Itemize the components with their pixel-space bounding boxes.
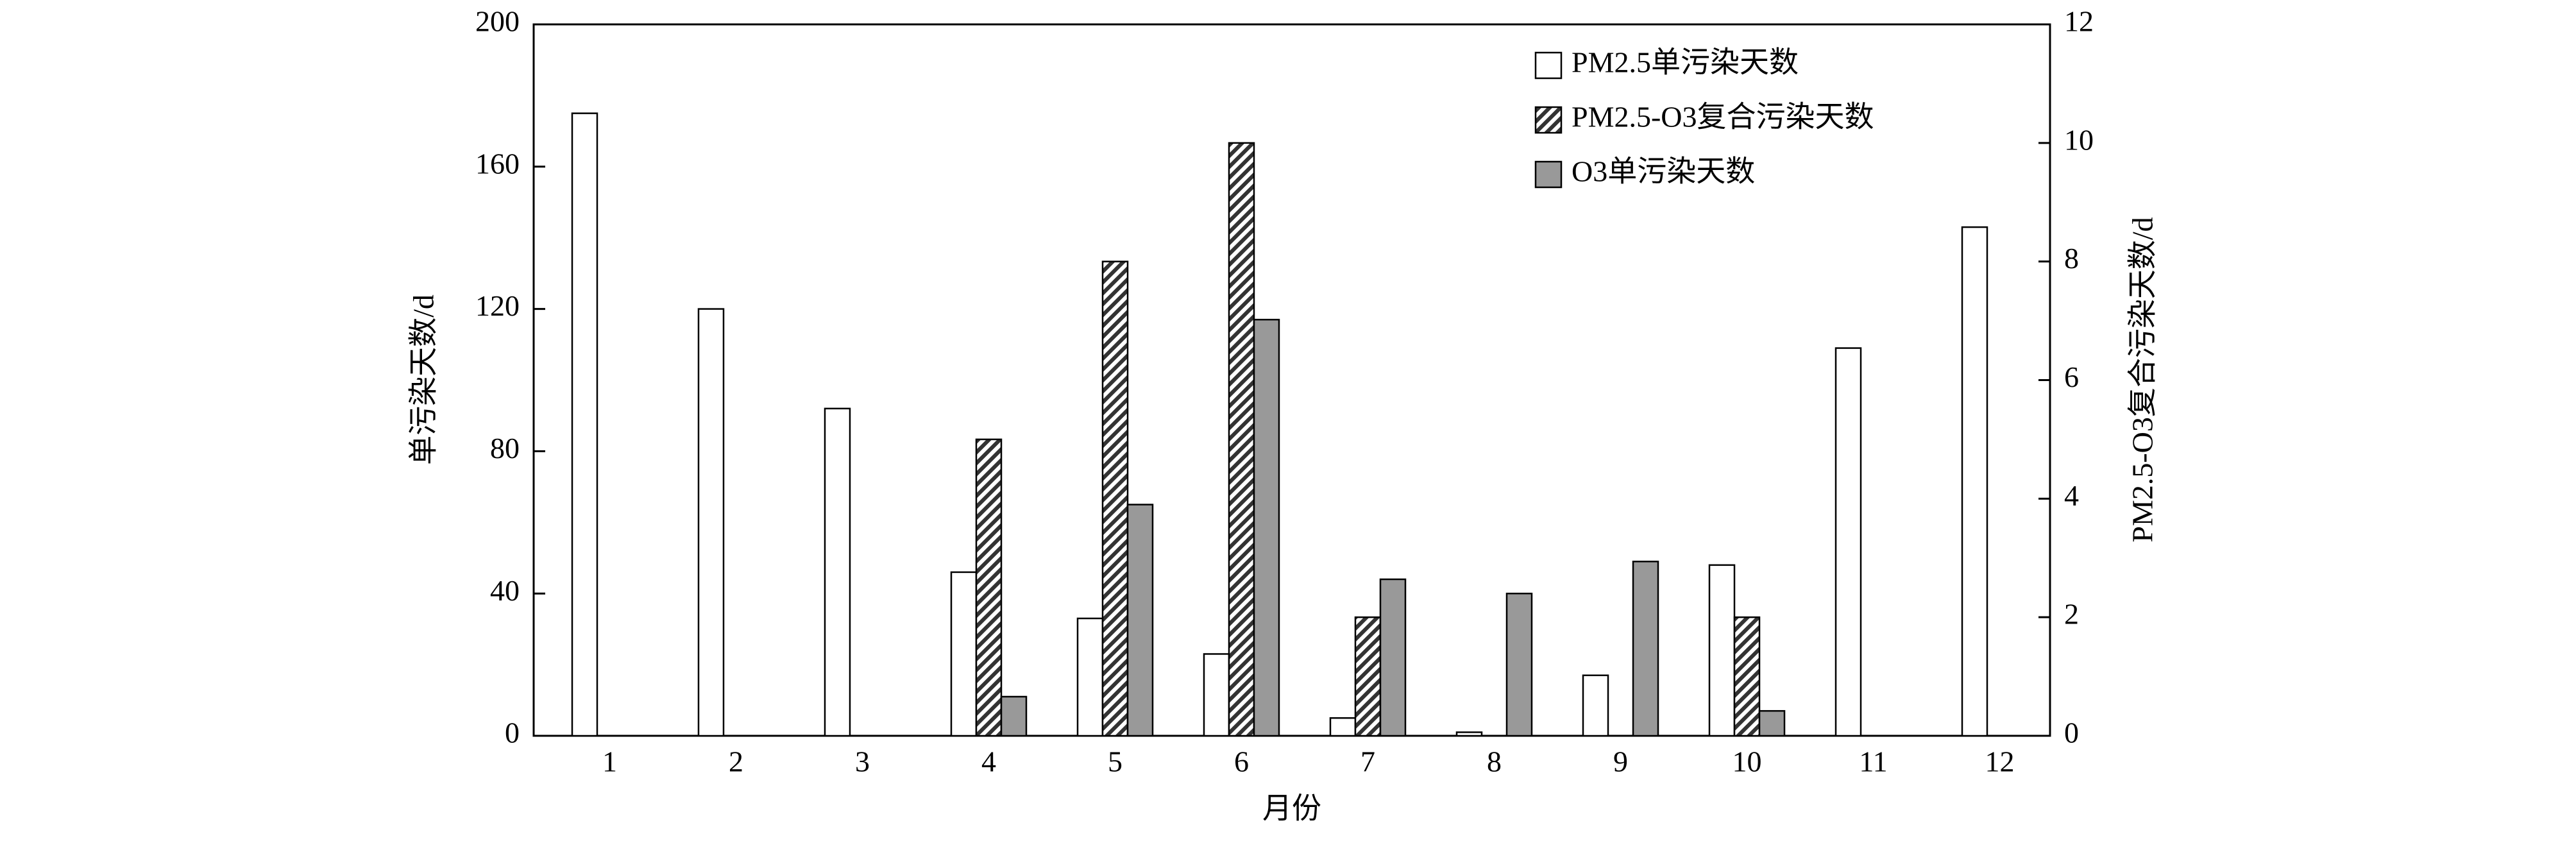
y2-tick-label: 8 <box>2064 242 2079 275</box>
bar <box>1228 142 1255 737</box>
legend-swatch <box>1534 106 1563 134</box>
y2-tick-label: 0 <box>2064 717 2079 749</box>
legend-swatch <box>1534 51 1563 80</box>
bar <box>1000 695 1028 737</box>
bar <box>1354 616 1382 737</box>
y2-tick-label: 2 <box>2064 598 2079 631</box>
x-tick-label: 8 <box>1487 745 1502 778</box>
x-tick-label: 6 <box>1234 745 1249 778</box>
bar <box>697 308 725 737</box>
bar <box>1329 717 1357 737</box>
bar <box>950 571 978 737</box>
bar <box>1632 561 1659 737</box>
bar <box>1758 709 1786 737</box>
x-tick-label: 12 <box>1985 745 2015 778</box>
legend-label: PM2.5单污染天数 <box>1572 46 1799 79</box>
bar <box>1455 731 1483 737</box>
y-tick-label: 200 <box>475 5 520 38</box>
bar <box>1076 617 1104 737</box>
y2-tick-label: 6 <box>2064 361 2079 393</box>
bar <box>824 407 851 737</box>
bar <box>1253 318 1280 737</box>
bar <box>1582 674 1609 737</box>
bar <box>1203 653 1230 737</box>
y-tick-label: 80 <box>490 432 520 464</box>
bar <box>975 438 1003 737</box>
bar <box>1505 592 1533 737</box>
bar <box>1733 616 1761 737</box>
x-tick-label: 1 <box>602 745 617 778</box>
y2-tick-label: 10 <box>2064 123 2094 156</box>
bar <box>1101 260 1129 737</box>
legend-label: O3单污染天数 <box>1572 155 1755 188</box>
x-axis-label: 月份 <box>1262 792 1321 825</box>
y-tick-label: 0 <box>505 717 520 749</box>
x-tick-label: 11 <box>1859 745 1887 778</box>
bar <box>1126 504 1154 737</box>
y2-tick-label: 12 <box>2064 5 2094 38</box>
x-tick-label: 4 <box>981 745 996 778</box>
y2-axis-label: PM2.5-O3复合污染天数/d <box>2126 217 2159 542</box>
y2-tick-label: 4 <box>2064 479 2079 512</box>
y-axis-label: 单污染天数/d <box>407 294 440 465</box>
x-tick-label: 10 <box>1733 745 1762 778</box>
x-tick-label: 3 <box>855 745 870 778</box>
bar <box>571 112 598 737</box>
legend-swatch <box>1534 160 1563 189</box>
y-tick-label: 120 <box>475 289 520 322</box>
bar <box>1835 347 1862 737</box>
y-tick-label: 160 <box>475 147 520 180</box>
x-tick-label: 9 <box>1613 745 1628 778</box>
y-tick-label: 40 <box>490 574 520 607</box>
x-tick-label: 7 <box>1360 745 1375 778</box>
bar <box>1379 578 1407 737</box>
x-tick-label: 2 <box>729 745 743 778</box>
x-tick-label: 5 <box>1108 745 1123 778</box>
bar <box>1708 564 1736 737</box>
legend-label: PM2.5-O3复合污染天数 <box>1572 101 1874 133</box>
bar <box>1961 226 1988 737</box>
